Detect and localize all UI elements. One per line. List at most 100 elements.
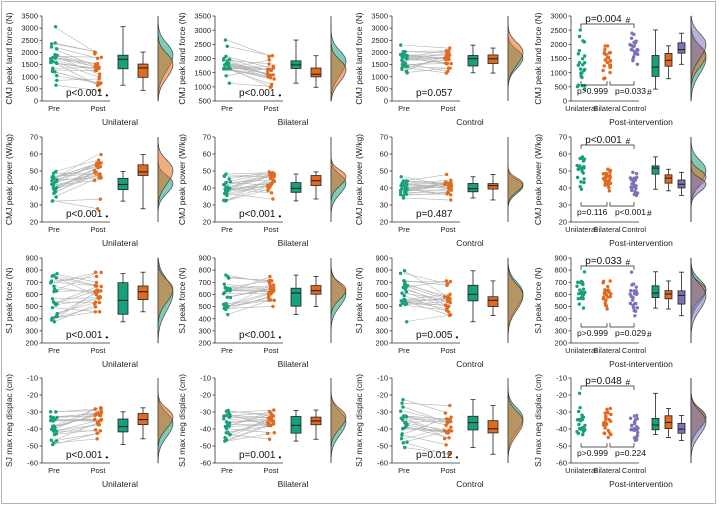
cmj-power-bilateral-point-post [270,171,274,175]
cmj-power-post-density-2 [690,137,707,222]
sj-force-control-pair-line [403,315,449,323]
cmj-force-post-ytick-label-6: 3000 [550,12,567,21]
cmj-force-bilateral-ytick-label-3: 2000 [194,54,211,63]
cmj-force-post-pair-pvalue-0: p>0.999 [577,86,608,96]
cmj-power-control-xtick-label-0: Pre [398,225,410,234]
cmj-power-post-point-bilateral [608,181,613,186]
cmj-force-unilateral-point-pre [55,78,59,83]
cmj-power-bilateral-pair-line [226,182,272,186]
cmj-power-post-top-pvalue: p<0.001 [585,135,622,146]
sj-force-post-top-bracket [580,265,635,270]
cmj-power-control-point-pre [399,175,403,179]
sj-force-control-xtick-label-1: Post [440,346,456,355]
cmj-force-unilateral-pair-line [53,48,99,68]
sj-force-bilateral-xtick-label-1: Post [263,346,279,355]
cmj-force-control-point-pre [400,62,405,67]
sj-force-unilateral-point-pre [52,284,56,288]
cmj-force-unilateral-point-pre [54,54,58,58]
cmj-force-unilateral-point-pre [49,42,54,46]
sj-displac-unilateral-pair-line [53,432,99,445]
sj-force-post-point-control [634,292,639,296]
sj-displac-control-pair-line [403,415,449,420]
sj-force-post-ytick-label-2: 400 [554,314,567,323]
sj-displac-post-point-bilateral [601,423,606,427]
cmj-force-control-pvalue: p=0.057 [416,88,453,99]
cmj-power-unilateral-point-post [97,173,101,178]
sj-force-post-box-control-box [677,290,686,305]
sj-displac-bilateral-ytick-label-5: -10 [200,374,211,383]
cmj-force-post-box-unilateral-box [651,55,660,77]
sj-displac-unilateral-pair-line [53,407,99,427]
cmj-force-unilateral-point-post [99,55,104,60]
sj-displac-bilateral-point-post [267,409,272,414]
sj-force-unilateral-point-post [99,270,103,275]
cmj-force-post-point-bilateral [608,70,612,75]
sj-force-unilateral-pair-line [53,301,99,314]
sj-force-bilateral-pair-line [226,289,272,293]
sj-force-post-point-control [629,270,634,274]
sj-displac-bilateral-pvalue: p=0.001 [239,450,276,461]
cmj-force-control-xtick-label-1: Post [440,104,456,113]
cmj-force-bilateral-point-pre [222,56,226,61]
sj-displac-unilateral-point-post [93,413,97,418]
sj-force-unilateral-point-post [94,280,99,285]
sj-force-unilateral-point-post [94,292,99,297]
sj-displac-post-point-bilateral [603,411,607,415]
cmj-power-bilateral-point-post [272,179,276,184]
cmj-force-control-ytick-label-1: 500 [375,84,388,93]
sj-displac-bilateral-point-pre [223,436,227,440]
sj-displac-unilateral-pair-line [53,424,99,435]
sj-displac-post-xtick-label-0: Unilateral [565,466,597,475]
cmj-force-unilateral-point-pre [54,61,58,65]
cmj-power-unilateral-pair-line [53,171,99,189]
sj-displac-unilateral-pair-line [53,424,99,432]
sj-displac-unilateral-pair-line [53,408,99,413]
sj-displac-control-point-post [447,436,451,440]
cmj-force-bilateral-point-post [267,54,271,59]
sj-displac-unilateral-point-post [97,413,101,417]
cmj-force-post-point-bilateral [602,77,606,81]
cmj-power-control-ytick-label-5: 70 [380,133,388,142]
cmj-force-bilateral-point-post [269,84,273,89]
sj-displac-bilateral-pair-line [226,428,272,434]
sj-force-unilateral-ytick-label-3: 500 [25,302,38,311]
cmj-power-bilateral-point-pre [222,191,227,196]
sj-displac-unilateral-point-post [97,423,102,427]
cmj-power-unilateral-point-post [99,152,103,157]
cmj-power-unilateral-point-post [96,165,100,170]
cmj-force-control-xtick-label-0: Pre [398,104,410,113]
cmj-power-bilateral-point-pre [224,180,228,185]
cmj-power-control-point-post [443,180,448,184]
sj-force-control-point-pre [403,302,407,307]
sj-displac-unilateral-pair-line [53,420,99,432]
sj-displac-post-ytick-label-2: -40 [556,425,567,434]
sj-force-unilateral-ytick-label-4: 600 [25,290,38,299]
sj-force-bilateral-point-pre [222,282,226,286]
cmj-force-post-point-unilateral [582,68,586,73]
cmj-force-post-point-unilateral [576,63,581,67]
cmj-power-unilateral-point-pre [53,180,57,184]
sj-force-control-point-post [445,299,450,304]
sj-force-control-pair-line [403,273,449,285]
cmj-power-bilateral-psymbol: • [278,211,281,221]
cmj-force-unilateral-pair-line [53,84,99,91]
sj-displac-post-point-bilateral [609,412,613,417]
sj-displac-unilateral-point-post [95,431,99,435]
cmj-power-bilateral-ytick-label-5: 70 [203,133,211,142]
cmj-power-post-ylabel: CMJ peak power (W/kg) [533,134,543,225]
cmj-power-post-point-bilateral [603,183,607,187]
cmj-power-unilateral-point-pre [50,182,54,186]
cmj-power-unilateral-point-pre [53,187,58,192]
cmj-power-post-point-bilateral [603,179,607,183]
cmj-force-control-point-pre [401,52,405,56]
sj-displac-control-pair-line [403,428,449,432]
cmj-power-control-pair-line [403,183,449,189]
cmj-power-post-top-psymbol: # [626,136,631,146]
sj-displac-bilateral-pair-line [226,423,272,425]
cmj-force-control-point-pre [400,55,404,59]
cmj-force-post-point-bilateral [603,44,607,48]
cmj-force-control-point-post [444,49,449,53]
sj-force-bilateral-point-post [267,294,271,298]
sj-force-unilateral-pair-line [53,297,99,317]
cmj-force-post-point-unilateral [578,67,583,71]
